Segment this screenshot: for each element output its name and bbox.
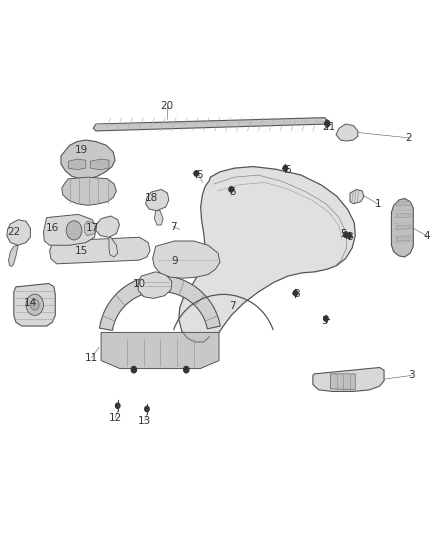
Text: 17: 17 xyxy=(86,223,99,233)
Circle shape xyxy=(116,403,120,408)
Polygon shape xyxy=(396,201,410,206)
Text: 1: 1 xyxy=(375,199,381,209)
Text: 5: 5 xyxy=(229,187,235,197)
Polygon shape xyxy=(336,124,358,141)
Polygon shape xyxy=(101,333,219,368)
Polygon shape xyxy=(396,237,410,241)
Circle shape xyxy=(343,232,348,237)
Text: 6: 6 xyxy=(285,165,291,175)
Text: 14: 14 xyxy=(24,297,37,308)
Polygon shape xyxy=(7,220,30,245)
Text: 8: 8 xyxy=(293,289,300,299)
Text: 13: 13 xyxy=(138,416,152,426)
Polygon shape xyxy=(99,276,220,330)
Text: 18: 18 xyxy=(145,193,158,204)
Circle shape xyxy=(229,187,233,192)
Text: 5: 5 xyxy=(321,316,328,326)
Text: 16: 16 xyxy=(46,223,59,233)
Polygon shape xyxy=(96,216,120,237)
Polygon shape xyxy=(396,213,410,217)
Polygon shape xyxy=(313,368,384,391)
Polygon shape xyxy=(396,225,410,229)
Circle shape xyxy=(66,221,82,240)
Polygon shape xyxy=(90,159,109,169)
Text: 7: 7 xyxy=(229,301,235,311)
Text: 8: 8 xyxy=(346,232,353,243)
Circle shape xyxy=(131,367,137,373)
Polygon shape xyxy=(109,237,118,257)
Polygon shape xyxy=(330,374,355,390)
Text: 2: 2 xyxy=(406,133,412,143)
Circle shape xyxy=(184,367,189,373)
Polygon shape xyxy=(152,241,220,278)
Polygon shape xyxy=(62,177,117,205)
Circle shape xyxy=(194,171,198,176)
Polygon shape xyxy=(61,140,115,179)
Text: 7: 7 xyxy=(170,222,177,232)
Polygon shape xyxy=(146,189,169,211)
Polygon shape xyxy=(85,221,96,236)
Text: 3: 3 xyxy=(408,370,414,381)
Text: 10: 10 xyxy=(133,279,146,288)
Polygon shape xyxy=(138,272,172,298)
Circle shape xyxy=(293,290,297,296)
Text: 5: 5 xyxy=(340,229,347,239)
Circle shape xyxy=(347,233,351,238)
Polygon shape xyxy=(68,159,86,169)
Text: 20: 20 xyxy=(160,101,173,111)
Circle shape xyxy=(145,406,149,411)
Text: 19: 19 xyxy=(75,144,88,155)
Text: 15: 15 xyxy=(75,246,88,255)
Polygon shape xyxy=(43,214,96,245)
Text: 9: 9 xyxy=(171,256,178,266)
Text: 21: 21 xyxy=(322,122,336,132)
Polygon shape xyxy=(93,118,327,131)
Polygon shape xyxy=(350,189,364,204)
Polygon shape xyxy=(14,284,55,326)
Polygon shape xyxy=(49,237,150,264)
Circle shape xyxy=(325,122,329,127)
Polygon shape xyxy=(392,198,413,257)
Circle shape xyxy=(324,316,328,321)
Text: 5: 5 xyxy=(196,170,203,180)
Circle shape xyxy=(26,294,43,316)
Text: 4: 4 xyxy=(423,231,430,241)
Circle shape xyxy=(283,165,288,171)
Text: 11: 11 xyxy=(85,353,98,363)
Circle shape xyxy=(30,300,39,310)
Circle shape xyxy=(325,120,329,126)
Text: 12: 12 xyxy=(109,413,122,423)
Polygon shape xyxy=(9,245,18,266)
Polygon shape xyxy=(154,211,163,225)
Polygon shape xyxy=(179,166,355,345)
Text: 22: 22 xyxy=(7,227,21,237)
